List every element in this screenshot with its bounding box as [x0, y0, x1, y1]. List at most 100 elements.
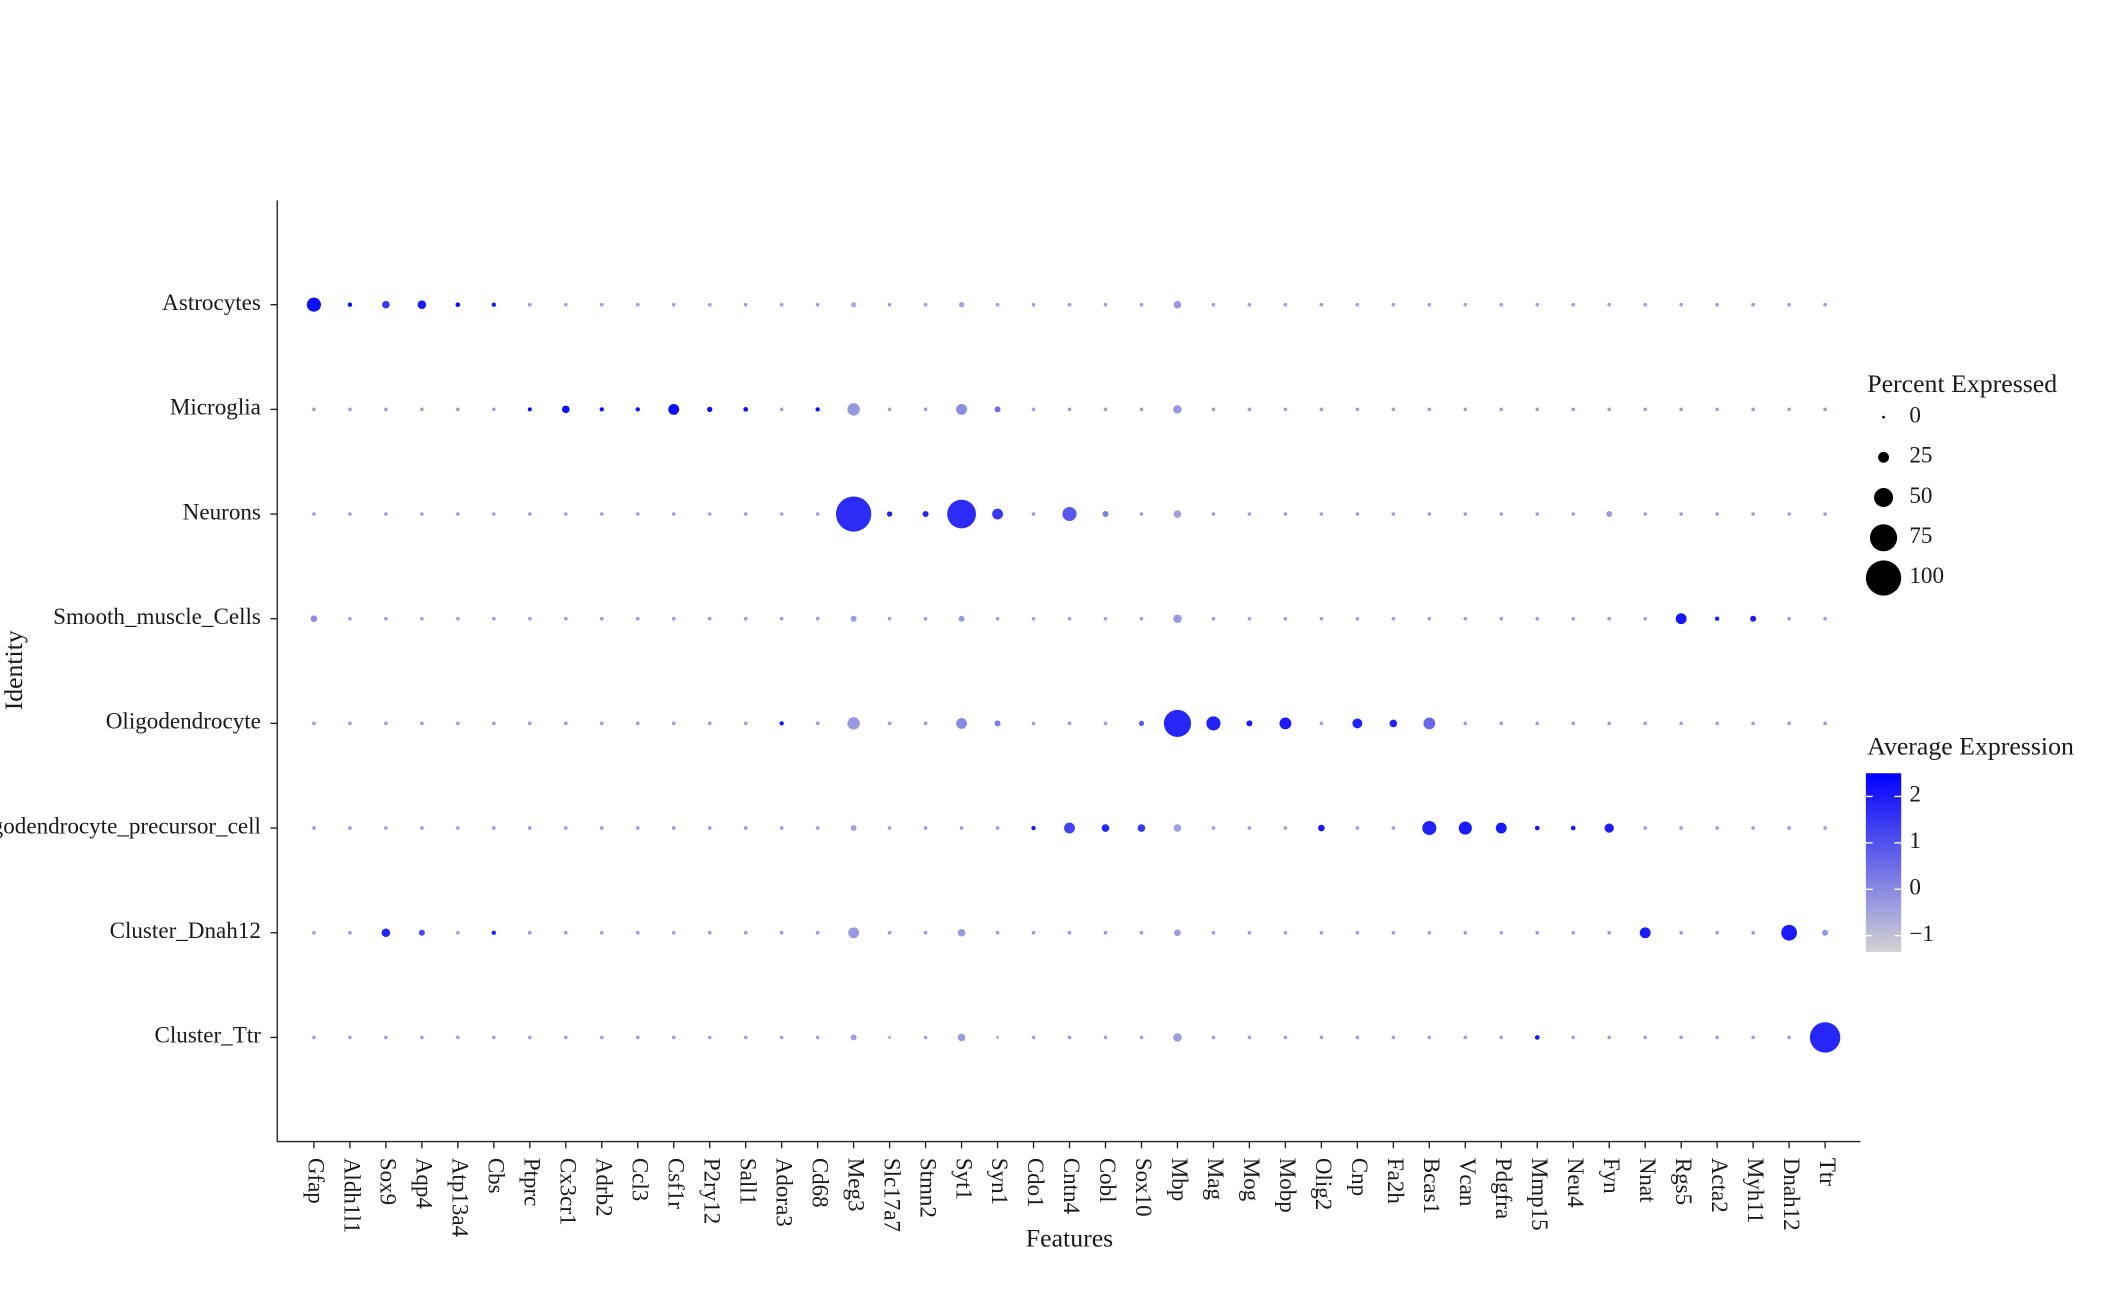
- dot: [1499, 721, 1504, 726]
- dot: [1247, 407, 1252, 412]
- dot: [1101, 824, 1110, 832]
- size-legend-dot: [1869, 524, 1898, 552]
- x-tick-label: Cnp: [1347, 1158, 1373, 1196]
- dot: [1319, 512, 1324, 516]
- dot: [348, 1035, 352, 1040]
- dot: [956, 717, 968, 729]
- dot: [959, 826, 964, 830]
- dot: [491, 721, 496, 726]
- dot: [850, 1034, 857, 1041]
- dot: [1211, 826, 1216, 830]
- x-tick-label: Gfap: [304, 1158, 330, 1204]
- dot: [635, 826, 640, 830]
- dot: [1355, 826, 1360, 830]
- dot: [671, 616, 676, 621]
- x-tick-label: Syn1: [987, 1158, 1013, 1205]
- dot: [1391, 930, 1396, 935]
- dot: [348, 616, 352, 621]
- dot: [671, 1035, 676, 1040]
- dot: [310, 615, 318, 623]
- dot: [1499, 930, 1504, 935]
- dot: [1463, 930, 1468, 935]
- dot: [1391, 616, 1396, 621]
- dot: [1535, 512, 1540, 516]
- dot: [1173, 614, 1182, 623]
- dot: [599, 616, 604, 621]
- dot: [1571, 302, 1576, 307]
- dot: [599, 302, 604, 307]
- dot: [887, 930, 892, 935]
- x-tick-label: Mobp: [1275, 1158, 1301, 1213]
- dot: [635, 930, 640, 935]
- dot: [1499, 512, 1504, 516]
- dot: [1571, 721, 1576, 726]
- dot: [1679, 721, 1684, 726]
- dot: [1787, 826, 1791, 830]
- x-tick-label: Fa2h: [1383, 1158, 1409, 1204]
- y-axis-title: Identity: [0, 630, 28, 710]
- dot: [922, 511, 929, 518]
- dot: [306, 297, 321, 312]
- x-tick-label: Cdo1: [1023, 1158, 1049, 1208]
- dot: [996, 1035, 1000, 1039]
- dot: [1173, 405, 1182, 414]
- dot: [995, 826, 1000, 830]
- dot: [1534, 1035, 1540, 1040]
- x-tick-label: Myh11: [1743, 1158, 1769, 1224]
- dot: [599, 721, 604, 726]
- size-legend-title: Percent Expressed: [1867, 369, 2057, 398]
- dot: [491, 930, 496, 935]
- dot: [707, 512, 712, 516]
- dot: [420, 1035, 424, 1040]
- dot: [743, 930, 748, 935]
- dot: [1607, 1035, 1612, 1040]
- x-tick-label: Stmn2: [915, 1158, 941, 1218]
- dot: [1535, 302, 1540, 307]
- dot: [1355, 512, 1360, 516]
- dot: [312, 721, 316, 726]
- dot: [1787, 302, 1791, 307]
- dot: [384, 721, 388, 726]
- dot: [815, 407, 820, 412]
- dot: [1809, 1022, 1841, 1053]
- dot: [417, 300, 427, 309]
- dot: [384, 826, 388, 830]
- dot: [455, 930, 460, 935]
- x-tick-label: Cx3cr1: [555, 1158, 581, 1226]
- x-tick-label: Aldh1l1: [340, 1158, 366, 1233]
- dot: [312, 407, 316, 412]
- dot: [1463, 407, 1468, 412]
- x-tick-label: Cd68: [807, 1158, 833, 1208]
- dot: [1137, 824, 1146, 832]
- dot: [1103, 302, 1108, 307]
- dot: [635, 302, 640, 307]
- dot: [384, 407, 388, 412]
- dot: [887, 407, 892, 412]
- dot: [1535, 930, 1540, 935]
- dot: [1499, 302, 1504, 307]
- dot: [847, 717, 860, 730]
- x-tick-label: Mmp15: [1527, 1158, 1553, 1231]
- dot: [1283, 512, 1288, 516]
- dot: [1103, 616, 1108, 621]
- y-tick-label: Astrocytes: [162, 289, 261, 315]
- dot: [1355, 616, 1360, 621]
- dot: [1391, 826, 1396, 830]
- dot: [1355, 1035, 1360, 1040]
- dot: [1643, 616, 1648, 621]
- dot: [848, 927, 860, 939]
- dot: [527, 1035, 532, 1040]
- dot: [815, 721, 820, 726]
- dot: [1173, 510, 1182, 518]
- dot: [1750, 615, 1757, 622]
- dot: [1571, 616, 1576, 621]
- dot: [1679, 407, 1684, 412]
- color-tick-label: 0: [1909, 874, 1921, 900]
- dot: [1781, 924, 1798, 941]
- dot: [957, 928, 966, 937]
- y-tick-label: Oligodendrocyte: [106, 708, 261, 734]
- dot: [312, 512, 316, 516]
- dot: [1067, 302, 1072, 307]
- dot: [1319, 721, 1324, 726]
